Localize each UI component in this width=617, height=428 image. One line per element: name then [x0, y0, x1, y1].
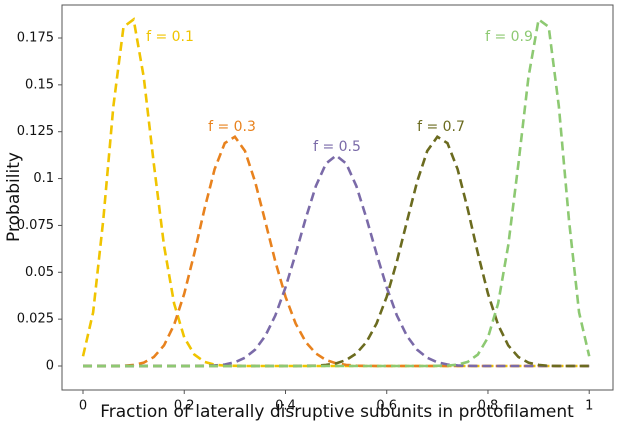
y-tick-label: 0.025: [17, 312, 54, 327]
series-label: f = 0.3: [208, 119, 256, 135]
series-line: [83, 153, 590, 368]
series-label: f = 0.1: [146, 29, 194, 45]
x-tick-label: 0.6: [376, 399, 397, 414]
x-tick-label: 0.8: [478, 399, 499, 414]
x-axis-title: Fraction of laterally disruptive subunit…: [100, 402, 574, 422]
series-label: f = 0.9: [485, 29, 533, 45]
series-line: [83, 135, 590, 368]
x-tick-label: 0: [79, 399, 87, 414]
x-tick-label: 1: [585, 399, 593, 414]
y-axis-title: Probability: [4, 152, 24, 242]
y-tick-label: 0.075: [17, 218, 54, 233]
y-tick-label: 0.175: [17, 30, 54, 45]
series-line: [81, 17, 590, 368]
series-line: [83, 135, 590, 368]
y-tick-label: 0: [46, 359, 54, 374]
x-tick-label: 0.4: [275, 399, 296, 414]
y-tick-label: 0.125: [17, 124, 54, 139]
series-label: f = 0.7: [417, 119, 465, 135]
y-tick-label: 0.15: [25, 77, 54, 92]
x-tick-label: 0.2: [174, 399, 195, 414]
y-tick-label: 0.05: [25, 265, 54, 280]
series-label: f = 0.5: [313, 139, 361, 155]
y-tick-label: 0.1: [33, 171, 54, 186]
plot-frame: [61, 4, 614, 391]
series-line: [83, 17, 591, 368]
